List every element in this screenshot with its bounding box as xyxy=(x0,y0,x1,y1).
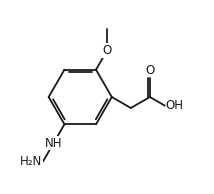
Text: O: O xyxy=(102,44,112,57)
Text: H₂N: H₂N xyxy=(20,155,42,168)
Text: NH: NH xyxy=(45,137,62,150)
Text: O: O xyxy=(145,64,155,77)
Text: OH: OH xyxy=(166,99,184,112)
